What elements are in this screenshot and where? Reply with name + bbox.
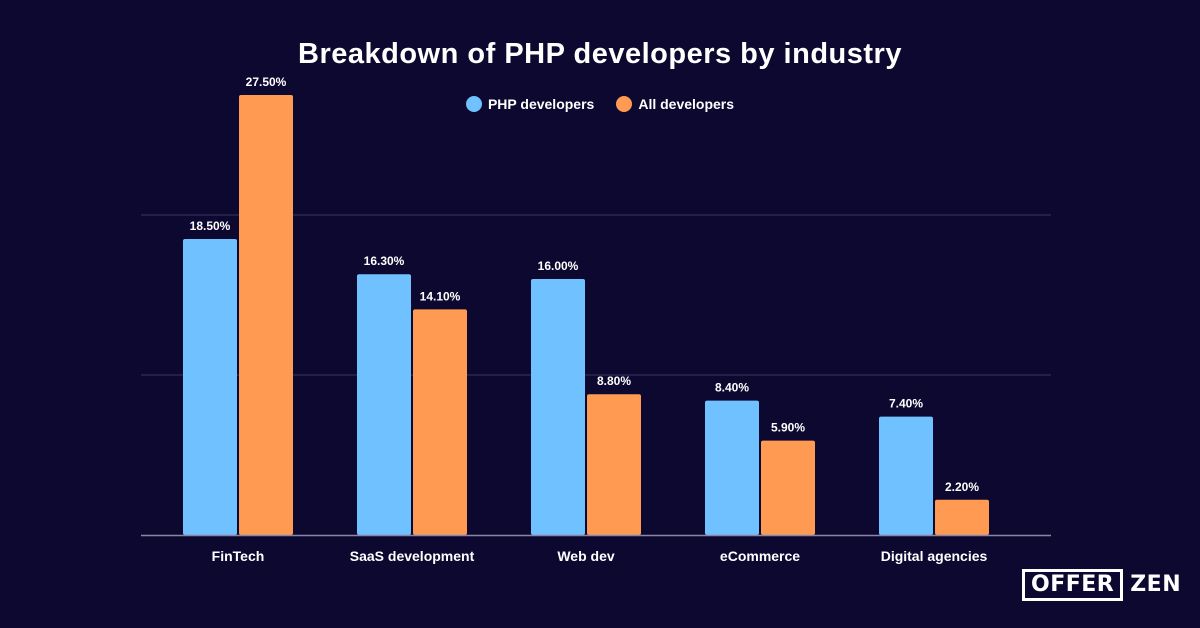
legend-swatch-php-developers xyxy=(465,96,482,112)
data-label-php-developers-2: 16.30% xyxy=(364,254,405,268)
data-label-php-developers-5: 7.40% xyxy=(889,397,923,411)
bar-all-developers-5 xyxy=(935,499,989,535)
data-label-php-developers-1: 18.50% xyxy=(190,219,231,233)
chart-title: Breakdown of PHP developers by industry xyxy=(298,38,902,70)
bar-all-developers-4 xyxy=(761,440,815,535)
legend-item-php-developers: PHP developers xyxy=(465,96,595,112)
legend-label-all-developers: All developers xyxy=(638,96,735,112)
offerzen-logo: OFFER ZEN xyxy=(1022,569,1181,601)
data-label-all-developers-4: 5.90% xyxy=(771,421,805,435)
x-tick-label-1: FinTech xyxy=(212,548,265,564)
logo-box: OFFER xyxy=(1022,569,1124,601)
chart-legend: PHP developers All developers xyxy=(0,96,1200,112)
bar-php-developers-1 xyxy=(183,239,237,535)
x-tick-label-5: Digital agencies xyxy=(881,548,988,564)
bar-php-developers-3 xyxy=(531,279,585,535)
data-label-php-developers-4: 8.40% xyxy=(715,381,749,395)
data-label-all-developers-1: 27.50% xyxy=(246,75,287,89)
legend-item-all-developers: All developers xyxy=(616,96,734,112)
data-label-php-developers-3: 16.00% xyxy=(538,259,579,273)
bar-all-developers-2 xyxy=(413,309,467,535)
data-label-all-developers-2: 14.10% xyxy=(420,289,461,303)
data-label-all-developers-5: 2.20% xyxy=(945,480,979,494)
logo-rest-text: ZEN xyxy=(1130,572,1182,597)
x-tick-label-4: eCommerce xyxy=(720,548,800,564)
bar-php-developers-4 xyxy=(705,400,759,535)
legend-label-php-developers: PHP developers xyxy=(487,96,595,112)
bar-all-developers-3 xyxy=(587,394,641,535)
legend-swatch-all-developers xyxy=(616,96,633,112)
x-tick-label-3: Web dev xyxy=(557,548,615,564)
bar-php-developers-2 xyxy=(357,274,411,535)
logo-rest: ZEN xyxy=(1123,569,1181,601)
x-tick-label-2: SaaS development xyxy=(350,548,475,564)
logo-box-text: OFFER xyxy=(1031,572,1115,597)
bar-all-developers-1 xyxy=(239,95,293,535)
bar-php-developers-5 xyxy=(879,416,933,535)
data-label-all-developers-3: 8.80% xyxy=(597,374,631,388)
